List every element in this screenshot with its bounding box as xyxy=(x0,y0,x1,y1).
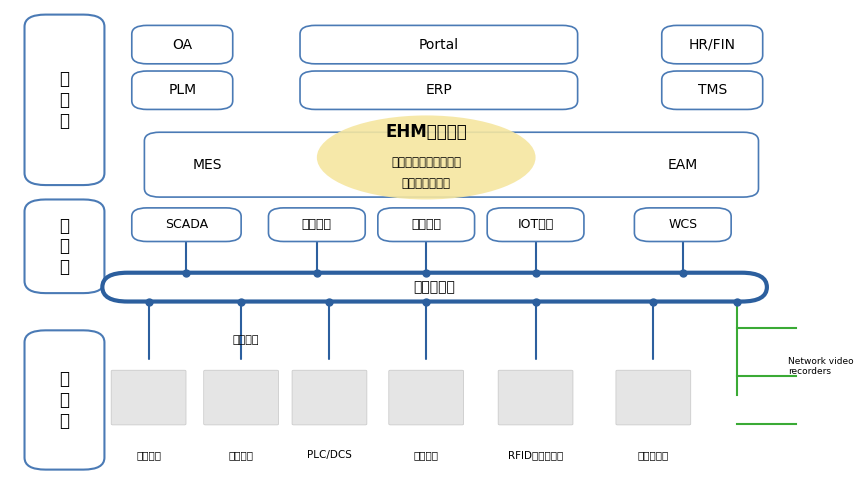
Text: IOT系统: IOT系统 xyxy=(518,218,553,231)
Text: 动力设备: 动力设备 xyxy=(136,450,161,460)
Text: HR/FIN: HR/FIN xyxy=(688,38,736,52)
FancyBboxPatch shape xyxy=(132,71,233,110)
Text: 设备监测: 设备监测 xyxy=(302,218,332,231)
Text: 设备诊断: 设备诊断 xyxy=(411,218,441,231)
FancyBboxPatch shape xyxy=(300,71,578,110)
Text: 从资产管理到故障诊断: 从资产管理到故障诊断 xyxy=(391,156,462,169)
FancyBboxPatch shape xyxy=(24,14,105,185)
FancyBboxPatch shape xyxy=(132,208,241,242)
Text: Network video
recorders: Network video recorders xyxy=(788,356,854,376)
FancyBboxPatch shape xyxy=(662,26,763,64)
Text: 设
备
级: 设 备 级 xyxy=(60,370,69,430)
FancyBboxPatch shape xyxy=(498,370,573,425)
Text: 生产设备: 生产设备 xyxy=(229,450,254,460)
Text: EHM核心业务: EHM核心业务 xyxy=(385,123,467,141)
Text: MES: MES xyxy=(193,157,223,171)
Text: 车
间
级: 车 间 级 xyxy=(60,216,69,276)
FancyBboxPatch shape xyxy=(145,132,759,197)
Text: 一体化设备管理: 一体化设备管理 xyxy=(402,177,450,190)
Text: ERP: ERP xyxy=(425,83,452,97)
Text: RFID等传感设备: RFID等传感设备 xyxy=(508,450,563,460)
Text: 现场工作站: 现场工作站 xyxy=(637,450,669,460)
Text: PLC/DCS: PLC/DCS xyxy=(307,450,352,460)
FancyBboxPatch shape xyxy=(268,208,365,242)
FancyBboxPatch shape xyxy=(662,71,763,110)
FancyBboxPatch shape xyxy=(204,370,279,425)
Text: 现场总线: 现场总线 xyxy=(232,335,259,345)
Text: OA: OA xyxy=(172,38,192,52)
Text: 企
业
级: 企 业 级 xyxy=(60,70,69,129)
Text: Portal: Portal xyxy=(419,38,459,52)
Text: 物流设备: 物流设备 xyxy=(414,450,439,460)
FancyBboxPatch shape xyxy=(24,330,105,469)
FancyBboxPatch shape xyxy=(292,370,367,425)
FancyBboxPatch shape xyxy=(635,208,731,242)
FancyBboxPatch shape xyxy=(132,26,233,64)
FancyBboxPatch shape xyxy=(389,370,463,425)
FancyBboxPatch shape xyxy=(300,26,578,64)
FancyBboxPatch shape xyxy=(102,273,767,301)
FancyBboxPatch shape xyxy=(488,208,584,242)
Text: 工业以太网: 工业以太网 xyxy=(414,280,456,294)
Text: PLM: PLM xyxy=(168,83,197,97)
Text: SCADA: SCADA xyxy=(165,218,208,231)
Text: EAM: EAM xyxy=(668,157,698,171)
Ellipse shape xyxy=(317,115,535,199)
FancyBboxPatch shape xyxy=(24,199,105,293)
Text: WCS: WCS xyxy=(669,218,697,231)
FancyBboxPatch shape xyxy=(378,208,475,242)
FancyBboxPatch shape xyxy=(111,370,186,425)
Text: TMS: TMS xyxy=(698,83,727,97)
FancyBboxPatch shape xyxy=(616,370,691,425)
